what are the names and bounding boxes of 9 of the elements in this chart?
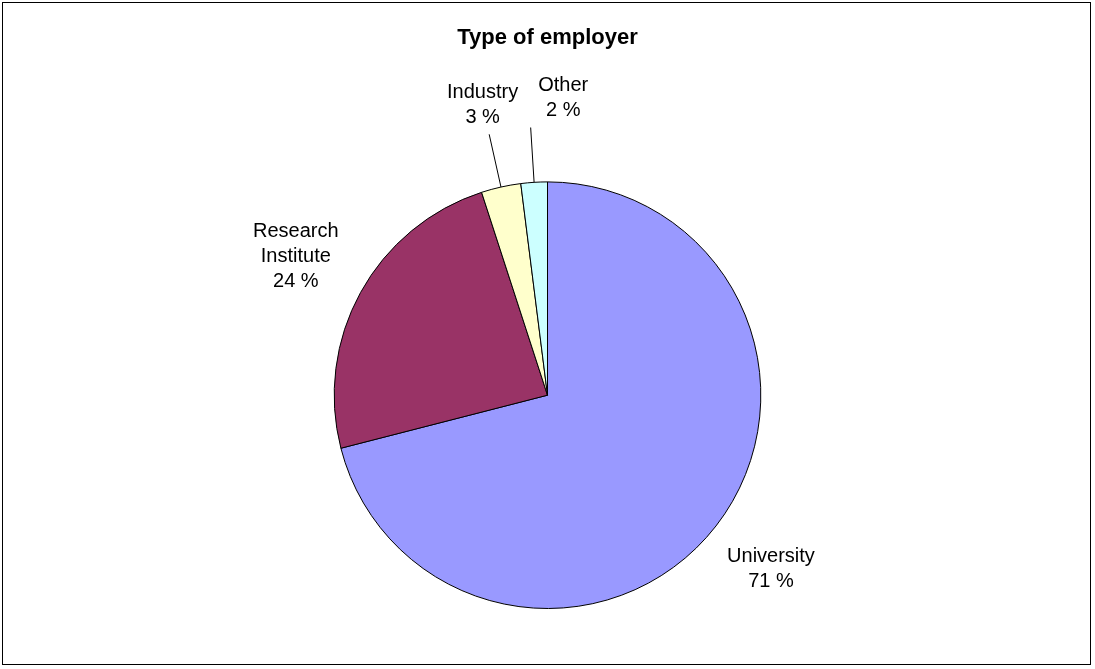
slice-label: Industry (447, 80, 519, 103)
data-label: 24 % (273, 269, 319, 292)
data-label: 71 % (748, 568, 794, 591)
chart-title: Type of employer (457, 24, 639, 50)
data-label: 3 % (465, 105, 501, 128)
slice-label: Other (538, 72, 589, 95)
slice-label: Research Institute (253, 219, 339, 267)
slice-label: University (727, 543, 815, 566)
data-label: 2 % (545, 97, 581, 120)
